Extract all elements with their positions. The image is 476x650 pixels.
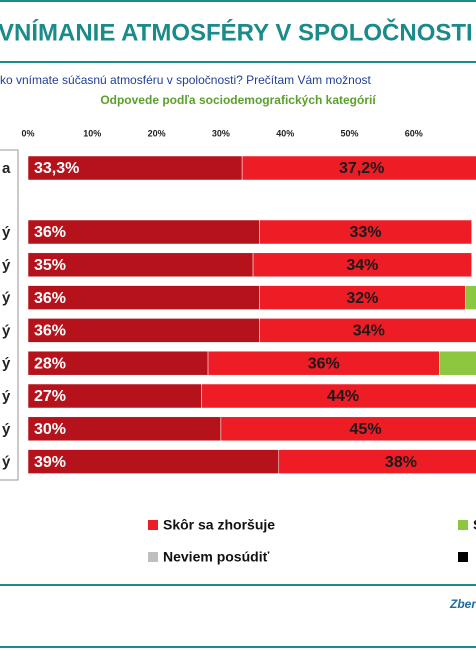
category-label: ý [2,224,11,241]
bar-segment [27,318,260,343]
bar-segment [439,350,476,376]
x-tick-label: 40% [276,128,294,138]
value-label: 36% [34,323,66,340]
x-tick-label: 30% [212,128,230,138]
legend-label: Neviem posúdiť [163,549,270,565]
value-label: 32% [346,290,378,307]
bar-segment [241,155,476,181]
value-label: 33% [350,224,382,241]
bar-segment [27,449,280,474]
category-label: ý [2,257,11,274]
value-label: 27% [34,388,66,405]
category-label: ý [2,454,11,471]
bar-segment [27,155,243,181]
category-label: ý [2,355,11,372]
category-label: a [2,160,11,177]
bar-segment [27,219,260,245]
subtitle: ko vnímate súčasnú atmosféru v spoločnos… [0,73,371,87]
value-label: 45% [350,421,382,438]
legend-label: S [473,517,476,533]
value-label: 33,3% [34,160,79,177]
value-label: 36% [308,355,340,372]
x-tick-label: 20% [148,128,166,138]
bar-segment [27,252,254,278]
value-label: 30% [34,421,66,438]
category-label: ý [2,290,11,307]
value-label: 39% [34,454,66,471]
bar-segment [252,252,472,278]
subtitle: Odpovede podľa sociodemografických kateg… [100,93,376,107]
bar-segment [207,350,440,376]
legend-swatch [148,552,158,562]
label-panel [0,149,19,481]
legend-swatch [458,552,468,562]
value-label: 34% [346,257,378,274]
x-tick-label: 50% [340,128,358,138]
bar-segment [259,285,466,310]
legend-swatch [148,520,158,530]
legend-label: Skôr sa zhoršuje [163,517,275,533]
bar-segment [27,285,260,310]
bar-segment [259,318,476,343]
bar-segment [464,285,476,310]
chart-title: VNÍMANIE ATMOSFÉRY V SPOLOČNOSTI [0,18,473,46]
x-tick-label: 60% [405,128,423,138]
category-label: ý [2,322,11,339]
bar-segment [220,416,476,442]
bar-segment [201,383,476,409]
x-tick-label: 0% [21,128,34,138]
x-tick-label: 10% [83,128,101,138]
value-label: 34% [353,323,385,340]
footer: Zber [449,597,476,611]
value-label: 36% [34,290,66,307]
value-label: 36% [34,224,66,241]
legend-swatch [458,520,468,530]
category-label: ý [2,388,11,405]
value-label: 37,2% [339,160,384,177]
value-label: 35% [34,257,66,274]
bar-segment [27,383,202,409]
bar-segment [278,449,476,474]
value-label: 44% [327,388,359,405]
category-label: ý [2,421,11,438]
value-label: 28% [34,355,66,372]
bar-segment [259,219,472,245]
value-label: 38% [385,454,417,471]
bar-segment [27,350,209,376]
